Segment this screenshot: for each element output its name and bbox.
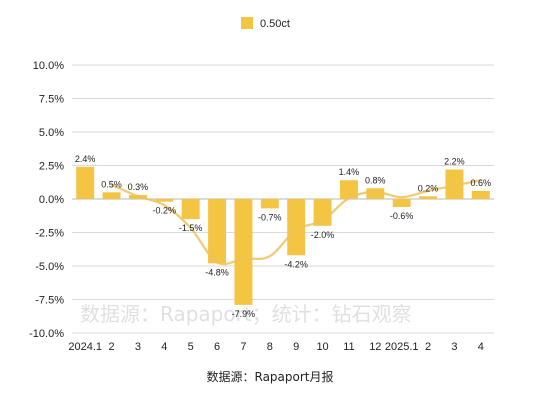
bar (234, 199, 253, 305)
data-label: 0.3% (128, 182, 149, 192)
legend: 0.50ct (241, 17, 290, 30)
watermark: 数据源：Rapaport；统计：钻石观察 (80, 302, 412, 326)
x-tick-label: 8 (267, 341, 273, 353)
x-tick-label: 3 (135, 341, 141, 353)
trend-line-path (110, 179, 482, 266)
bar (313, 199, 332, 226)
x-tick-label: 4 (161, 341, 167, 353)
x-tick-label: 7 (240, 341, 246, 353)
y-tick-label: -2.5% (35, 228, 64, 240)
x-tick-label: 2024.1 (68, 341, 102, 353)
bar (102, 192, 121, 199)
data-label: 2.2% (444, 157, 465, 167)
data-label: 0.2% (418, 183, 439, 193)
bar (76, 166, 95, 199)
y-tick-label: 0.0% (39, 194, 64, 206)
bar (419, 196, 438, 199)
x-tick-label: 3 (451, 341, 457, 353)
x-tick-label: 12 (369, 341, 381, 353)
data-label: 0.6% (471, 178, 492, 188)
data-label: -4.8% (205, 267, 229, 277)
source-note: 数据源：Rapaport月报 (207, 369, 334, 384)
bar (339, 180, 358, 199)
y-tick-label: -7.5% (35, 295, 64, 307)
x-tick-label: 9 (293, 341, 299, 353)
bar (181, 199, 200, 220)
data-label: -0.6% (390, 211, 414, 221)
bar (445, 169, 464, 199)
y-tick-label: 2.5% (39, 161, 64, 173)
y-tick-label: 5.0% (39, 127, 64, 139)
data-labels: 2.4% 0.5% 0.3% -0.2%-1.5% -4.8% -7.9% -0.7% -4.… (75, 154, 491, 319)
y-tick-label: -10.0% (29, 328, 64, 340)
y-axis-ticks: 10.0% 7.5% 5.0% 2.5% 0.0% -2.5% -5.0% -7.5% -10.… (29, 60, 64, 340)
bar (208, 199, 227, 264)
data-label: -7.9% (232, 309, 256, 319)
x-tick-label: 4 (478, 341, 484, 353)
data-label: -0.2% (153, 206, 177, 216)
x-tick-label: 2 (109, 341, 115, 353)
data-label: 0.8% (365, 175, 386, 185)
y-tick-label: -5.0% (35, 261, 64, 273)
x-tick-label: 5 (188, 341, 194, 353)
bars (76, 166, 490, 305)
trend-line (110, 179, 482, 266)
bar (287, 199, 306, 256)
bar (392, 199, 411, 208)
data-label: 1.4% (339, 167, 360, 177)
x-tick-label: 10 (316, 341, 328, 353)
data-label: 0.5% (101, 179, 122, 189)
data-label: -1.5% (179, 223, 203, 233)
bar (366, 188, 385, 199)
data-label: 2.4% (75, 154, 96, 164)
legend-label: 0.50ct (260, 18, 290, 30)
x-tick-label: 2 (425, 341, 431, 353)
x-axis-ticks: 2024.1 2 3 4 5 6 7 8 9 10 11 12 2025.1 2 3 4 (68, 341, 484, 353)
x-tick-label: 2025.1 (385, 341, 419, 353)
bar (155, 199, 174, 202)
data-label: -4.2% (284, 259, 308, 269)
x-tick-label: 11 (343, 341, 354, 353)
legend-swatch (241, 17, 253, 29)
bar (260, 199, 279, 209)
data-label: -0.7% (258, 212, 282, 222)
y-tick-label: 10.0% (33, 60, 64, 72)
x-tick-label: 6 (214, 341, 220, 353)
y-tick-label: 7.5% (39, 94, 64, 106)
data-label: -2.0% (311, 230, 335, 240)
bar (471, 190, 490, 199)
